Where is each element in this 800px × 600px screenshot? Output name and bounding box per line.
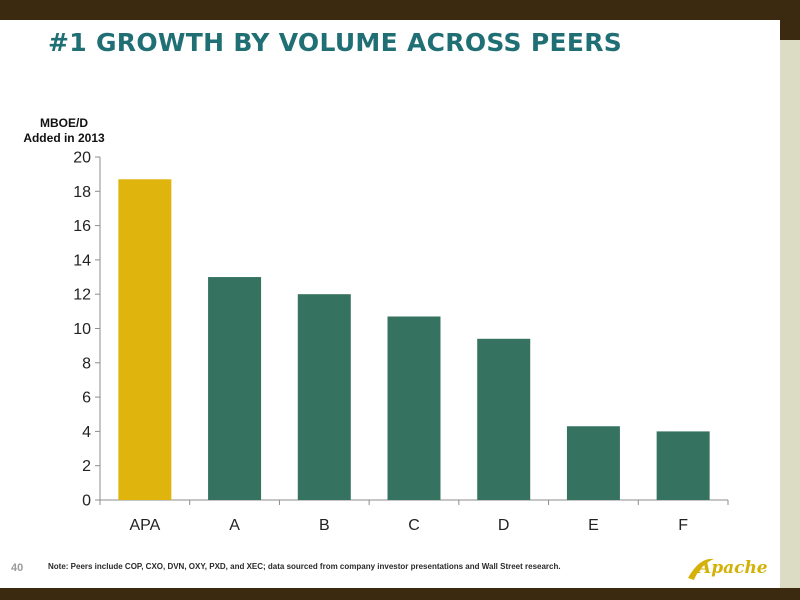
top-frame-bar <box>0 0 800 20</box>
right-side-band <box>780 40 800 590</box>
bar-c <box>387 316 441 500</box>
bar-e <box>566 426 620 500</box>
x-tick-label: F <box>678 517 688 534</box>
top-frame-accent <box>780 20 800 40</box>
y-tick-label: 6 <box>82 390 91 407</box>
bar-b <box>297 294 351 500</box>
footnote: Note: Peers include COP, CXO, DVN, OXY, … <box>48 562 561 571</box>
unit-label-line2: Added in 2013 <box>23 131 105 145</box>
y-axis-unit-label: MBOE/D Added in 2013 <box>14 116 114 146</box>
chart-bars <box>118 179 710 501</box>
y-tick-label: 8 <box>82 355 91 372</box>
unit-label-line1: MBOE/D <box>40 116 88 130</box>
logo-swoosh-icon <box>688 558 714 580</box>
x-tick-label: D <box>498 517 510 534</box>
bottom-frame-bar <box>0 588 800 600</box>
y-tick-label: 18 <box>73 184 91 201</box>
y-tick-label: 4 <box>82 424 91 441</box>
x-tick-label: B <box>319 517 330 534</box>
x-tick-label: E <box>588 517 599 534</box>
x-tick-label: APA <box>129 517 160 534</box>
x-tick-label: C <box>408 517 420 534</box>
y-tick-label: 0 <box>82 493 91 510</box>
logo-text: Apache <box>698 558 768 578</box>
bar-f <box>656 431 710 500</box>
chart-labels: 0 2 4 6 8 10 12 14 16 18 20 APA A B C D E F <box>73 150 688 535</box>
apache-logo: Apache <box>684 556 768 582</box>
y-tick-label: 20 <box>73 150 91 167</box>
y-tick-label: 2 <box>82 458 91 475</box>
page-number: 40 <box>11 562 24 574</box>
y-tick-label: 10 <box>73 321 91 338</box>
x-tick-label: A <box>229 517 240 534</box>
bar-d <box>477 338 531 500</box>
y-tick-label: 16 <box>73 218 91 235</box>
bar-a <box>208 277 262 500</box>
y-tick-label: 14 <box>73 252 91 269</box>
bar-apa <box>118 179 172 501</box>
y-tick-label: 12 <box>73 287 91 304</box>
slide-title: #1 GROWTH BY VOLUME ACROSS PEERS <box>48 28 623 57</box>
